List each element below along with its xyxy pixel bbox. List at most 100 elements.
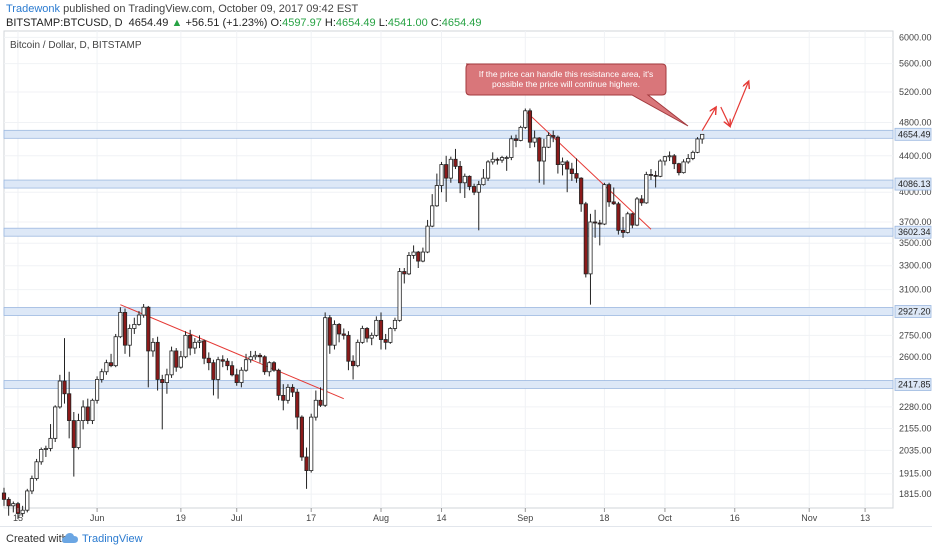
candle-down xyxy=(569,168,574,174)
candle-down xyxy=(611,201,616,205)
projection-arrow xyxy=(720,106,730,127)
projection-arrow xyxy=(701,107,716,131)
candle-up xyxy=(490,158,495,163)
candle-up xyxy=(462,175,467,184)
trendline[interactable] xyxy=(524,110,652,230)
candle-up xyxy=(439,164,444,186)
y-tick-label: 3700.00 xyxy=(899,217,932,227)
candle-up xyxy=(323,317,328,406)
candle-down xyxy=(327,317,332,346)
candle-up xyxy=(132,323,137,329)
candle-up xyxy=(504,157,509,159)
candle-down xyxy=(551,135,556,138)
level-label: 3602.34 xyxy=(898,227,931,237)
candle-down xyxy=(597,222,602,225)
candle-down xyxy=(458,165,463,184)
candle-up xyxy=(313,399,318,418)
candle-up xyxy=(686,158,691,163)
y-tick-label: 1815.00 xyxy=(899,489,932,499)
candle-up xyxy=(197,340,202,343)
y-tick-label: 5600.00 xyxy=(899,59,932,69)
candle-down xyxy=(579,177,584,205)
publish-info: Tradewonk published on TradingView.com, … xyxy=(6,3,358,15)
author-link[interactable]: Tradewonk xyxy=(6,3,61,15)
low-label: L: xyxy=(378,17,388,29)
candle-down xyxy=(555,136,560,165)
candle-down xyxy=(527,110,533,143)
y-tick-label: 2280.00 xyxy=(899,402,932,412)
trendline[interactable] xyxy=(120,304,344,400)
candle-up xyxy=(658,160,663,177)
close-label: C: xyxy=(430,17,442,29)
x-tick-label: 14 xyxy=(437,513,447,523)
candle-down xyxy=(257,354,263,358)
candle-down xyxy=(513,138,519,141)
candle-up xyxy=(99,371,104,380)
candle-down xyxy=(71,420,76,448)
candle-up xyxy=(164,374,169,383)
candle-down xyxy=(271,362,277,371)
candle-up xyxy=(248,356,253,361)
annotation-callout[interactable]: If the price can handle this resistance … xyxy=(465,63,689,127)
candle-up xyxy=(406,255,412,275)
y-tick-label: 1915.00 xyxy=(899,469,932,479)
y-tick-label: 4800.00 xyxy=(899,118,932,128)
y-tick-label: 3300.00 xyxy=(899,261,932,271)
candle-up xyxy=(113,336,118,367)
x-tick-label: Jun xyxy=(90,513,105,523)
price-change: +56.51 (+1.23%) xyxy=(185,17,268,29)
candle-up xyxy=(309,416,314,472)
candle-up xyxy=(332,323,337,346)
x-tick-label: 17 xyxy=(306,513,316,523)
open-value: 4597.97 xyxy=(282,17,322,29)
candle-down xyxy=(188,334,193,349)
candle-up xyxy=(53,406,58,439)
candle-up xyxy=(141,306,146,316)
candle-down xyxy=(85,406,90,421)
candle-up xyxy=(499,157,505,161)
candle-down xyxy=(146,306,151,352)
candle-up xyxy=(644,174,649,204)
candle-down xyxy=(295,391,300,418)
candle-up xyxy=(43,448,48,450)
candle-down xyxy=(341,333,346,336)
tradingview-link[interactable]: TradingView xyxy=(82,533,143,545)
y-tick-label: 3100.00 xyxy=(899,285,932,295)
chart-frame xyxy=(3,30,894,509)
annotation-text: If the price can handle this resistance … xyxy=(478,69,654,89)
candle-up xyxy=(374,319,379,336)
symbol-name: BITSTAMP:BTCUSD, D xyxy=(6,17,123,29)
candle-up xyxy=(29,478,35,492)
candle-up xyxy=(397,271,402,321)
candle-down xyxy=(378,319,384,340)
candle-down xyxy=(174,350,179,368)
candle-up xyxy=(267,362,272,373)
y-tick-label: 3500.00 xyxy=(899,238,932,248)
candle-up xyxy=(39,449,44,463)
candle-down xyxy=(346,334,351,362)
candle-up xyxy=(360,328,365,343)
candle-down xyxy=(299,416,304,458)
candle-up xyxy=(253,354,258,358)
price-chart[interactable]: 6000.00 5600.00 5200.00 4800.00 4400.00 4000.… xyxy=(0,0,932,526)
candle-down xyxy=(281,394,286,401)
sr-zone xyxy=(3,179,894,189)
candle-up xyxy=(690,151,695,159)
candle-up xyxy=(25,490,30,511)
level-label: 2417.85 xyxy=(898,380,931,390)
candle-down xyxy=(234,374,239,383)
candle-down xyxy=(593,221,598,224)
candle-up xyxy=(546,135,551,148)
x-tick-label: 16 xyxy=(730,513,740,523)
candle-up xyxy=(239,369,244,383)
candle-down xyxy=(108,362,114,367)
x-tick-label: Aug xyxy=(373,513,389,523)
candle-up xyxy=(560,161,565,165)
candle-up xyxy=(20,509,25,514)
candle-up xyxy=(425,225,430,253)
candle-down xyxy=(574,173,579,179)
candle-down xyxy=(304,456,309,472)
candle-up xyxy=(178,356,183,368)
candle-up xyxy=(541,146,546,162)
candle-up xyxy=(183,334,188,358)
